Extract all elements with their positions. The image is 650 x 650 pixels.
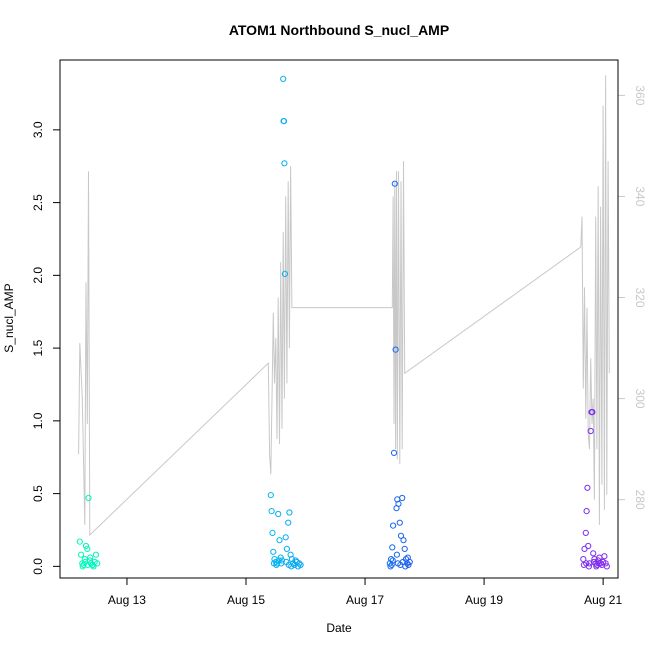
- y-tick-label-right: 320: [633, 287, 647, 307]
- data-point: [76, 538, 83, 545]
- data-point: [288, 556, 295, 563]
- y-tick-label: 1.5: [31, 339, 45, 356]
- data-point: [280, 75, 287, 83]
- y-tick-label: 2.5: [31, 194, 45, 211]
- y-tick-label: 0.0: [31, 558, 45, 575]
- data-point: [396, 519, 403, 526]
- data-point: [292, 557, 299, 564]
- data-point: [280, 118, 288, 125]
- data-point: [389, 557, 396, 564]
- y-tick-label-right: 300: [633, 389, 647, 409]
- data-point: [85, 494, 92, 502]
- data-point: [404, 554, 411, 561]
- y-tick-label: 2.0: [31, 267, 45, 284]
- data-point: [285, 519, 292, 526]
- x-axis-label: Date: [326, 621, 352, 635]
- data-point: [89, 561, 96, 569]
- chart-title: ATOM1 Northbound S_nucl_AMP: [229, 22, 449, 38]
- data-point: [275, 510, 282, 518]
- data-point: [282, 534, 289, 541]
- data-point: [584, 484, 591, 491]
- data-point: [391, 180, 398, 187]
- y-tick-label: 3.0: [31, 121, 45, 138]
- x-tick-label: Aug 17: [346, 593, 384, 607]
- y-tick-label: 1.0: [31, 412, 45, 429]
- x-tick-label: Aug 15: [227, 593, 265, 607]
- data-point: [395, 500, 402, 507]
- data-point: [601, 553, 608, 560]
- data-point: [589, 409, 596, 416]
- data-point: [590, 550, 597, 557]
- data-point: [78, 551, 85, 558]
- x-tick-label: Aug 13: [108, 593, 146, 607]
- data-point: [595, 560, 602, 567]
- data-point: [92, 551, 100, 558]
- data-point: [392, 346, 399, 353]
- point-series: [76, 75, 610, 570]
- data-point: [281, 160, 288, 167]
- data-point: [297, 561, 304, 569]
- data-point: [602, 560, 609, 567]
- data-point: [583, 508, 590, 515]
- line-series: [78, 75, 610, 537]
- y-tick-label-right: 280: [633, 490, 647, 510]
- x-tick-label: Aug 21: [584, 593, 622, 607]
- data-point: [399, 494, 406, 502]
- data-point: [82, 542, 90, 550]
- x-tick-label: Aug 19: [465, 593, 503, 607]
- data-point: [267, 492, 274, 499]
- plot-box: [59, 59, 619, 579]
- data-point: [87, 554, 94, 561]
- data-point: [582, 529, 589, 537]
- data-point: [276, 537, 283, 544]
- data-point: [390, 449, 398, 456]
- data-point: [387, 563, 394, 570]
- data-point: [270, 548, 277, 555]
- data-point: [286, 509, 293, 516]
- data-point: [268, 508, 275, 515]
- data-point: [390, 522, 397, 529]
- data-point: [587, 427, 594, 435]
- y-tick-label-right: 360: [633, 85, 647, 105]
- data-point: [388, 561, 395, 569]
- data-point: [585, 542, 592, 550]
- data-point: [586, 560, 593, 567]
- y-tick-label: 0.5: [31, 485, 45, 502]
- data-point: [388, 556, 395, 563]
- data-point: [402, 563, 409, 570]
- data-point: [269, 529, 276, 537]
- y-tick-label-right: 340: [633, 186, 647, 206]
- data-point: [389, 544, 396, 551]
- data-point: [84, 545, 91, 553]
- data-point: [393, 551, 400, 558]
- y-axis-label: S_nucl_AMP: [2, 283, 16, 352]
- data-point: [296, 560, 303, 567]
- data-point: [603, 563, 610, 570]
- data-point: [581, 545, 588, 553]
- series-line: [78, 75, 610, 537]
- data-point: [281, 270, 288, 277]
- data-point: [288, 563, 295, 570]
- data-point: [401, 545, 408, 553]
- data-point: [283, 545, 290, 553]
- data-point: [405, 561, 412, 569]
- data-point: [580, 556, 587, 563]
- data-point: [585, 563, 593, 570]
- data-point: [400, 537, 407, 544]
